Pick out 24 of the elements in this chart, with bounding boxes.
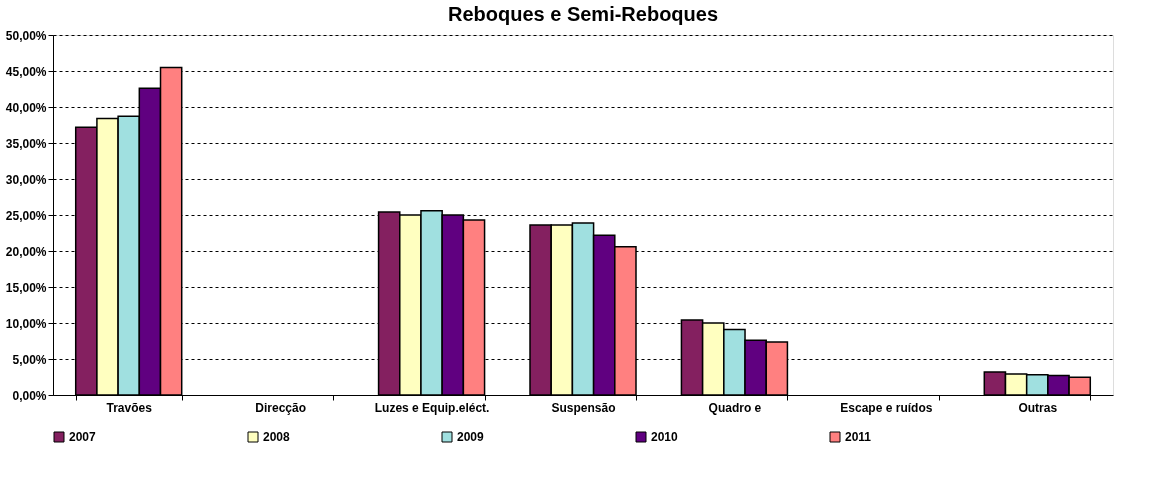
x-tick-label: Escape e ruídos — [840, 400, 933, 415]
legend-label: 2010 — [651, 430, 679, 444]
y-tick-label: 50,00% — [5, 28, 47, 43]
legend-label: 2011 — [845, 430, 872, 444]
x-tick-label: Outras — [1018, 400, 1058, 415]
y-tick-label: 25,00% — [5, 208, 47, 223]
chart-title: Reboques e Semi-Reboques — [447, 3, 719, 25]
x-tick-label: Direcção — [255, 400, 306, 415]
y-tick-label: 5,00% — [12, 352, 47, 367]
legend-label: 2009 — [457, 430, 485, 444]
y-tick-label: 10,00% — [5, 316, 47, 331]
y-tick-label: 45,00% — [5, 64, 47, 79]
y-tick-label: 40,00% — [5, 100, 47, 115]
legend-label: 2008 — [263, 430, 291, 444]
y-tick-label: 15,00% — [5, 280, 47, 295]
x-tick-label: Suspensão — [551, 400, 616, 415]
x-tick-label: Quadro e — [708, 400, 762, 415]
y-tick-label: 0,00% — [12, 388, 47, 403]
y-tick-label: 30,00% — [5, 172, 47, 187]
x-tick-label: Luzes e Equip.eléct. — [374, 400, 490, 415]
x-tick-label: Travões — [106, 400, 153, 415]
legend-label: 2007 — [69, 430, 97, 444]
y-tick-label: 20,00% — [5, 244, 47, 259]
y-tick-label: 35,00% — [5, 136, 47, 151]
